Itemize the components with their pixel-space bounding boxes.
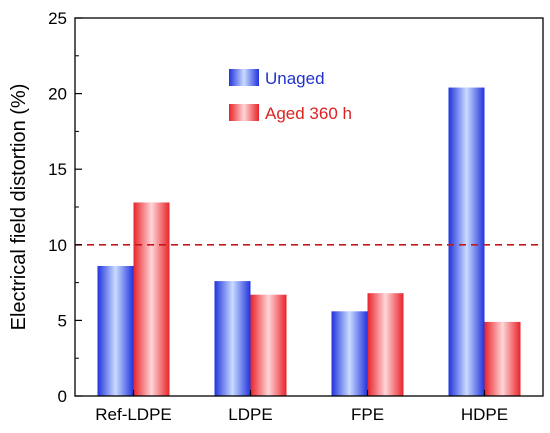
bar-aged-360-h-ref-ldpe (133, 202, 170, 396)
y-tick-label: 25 (48, 9, 67, 28)
bar-aged-360-h-hdpe (484, 321, 521, 396)
legend-label: Unaged (265, 69, 325, 88)
bar-unaged-fpe (331, 311, 368, 396)
y-tick-label: 15 (48, 160, 67, 179)
bar-aged-360-h-fpe (367, 293, 404, 396)
x-axis: Ref-LDPE LDPE FPE HDPE (95, 390, 508, 424)
y-axis-title: Electrical field distortion (%) (8, 84, 30, 331)
bars-layer (97, 87, 521, 396)
x-tick-label: Ref-LDPE (95, 405, 172, 424)
y-axis: 0 5 10 15 20 25 (48, 9, 82, 406)
x-tick-label: FPE (351, 405, 384, 424)
x-tick-label: HDPE (461, 405, 508, 424)
y-tick-label: 20 (48, 85, 67, 104)
legend-swatch (229, 69, 259, 86)
y-tick-label: 0 (58, 387, 67, 406)
bar-unaged-ldpe (214, 281, 251, 396)
bar-unaged-hdpe (448, 87, 485, 396)
legend-label: Aged 360 h (265, 104, 352, 123)
legend: Unaged Aged 360 h (229, 69, 352, 123)
x-tick-label: LDPE (228, 405, 272, 424)
bar-unaged-ref-ldpe (97, 265, 134, 396)
y-tick-label: 5 (58, 311, 67, 330)
legend-swatch (229, 104, 259, 121)
bar-aged-360-h-ldpe (250, 294, 287, 396)
y-tick-label: 10 (48, 236, 67, 255)
